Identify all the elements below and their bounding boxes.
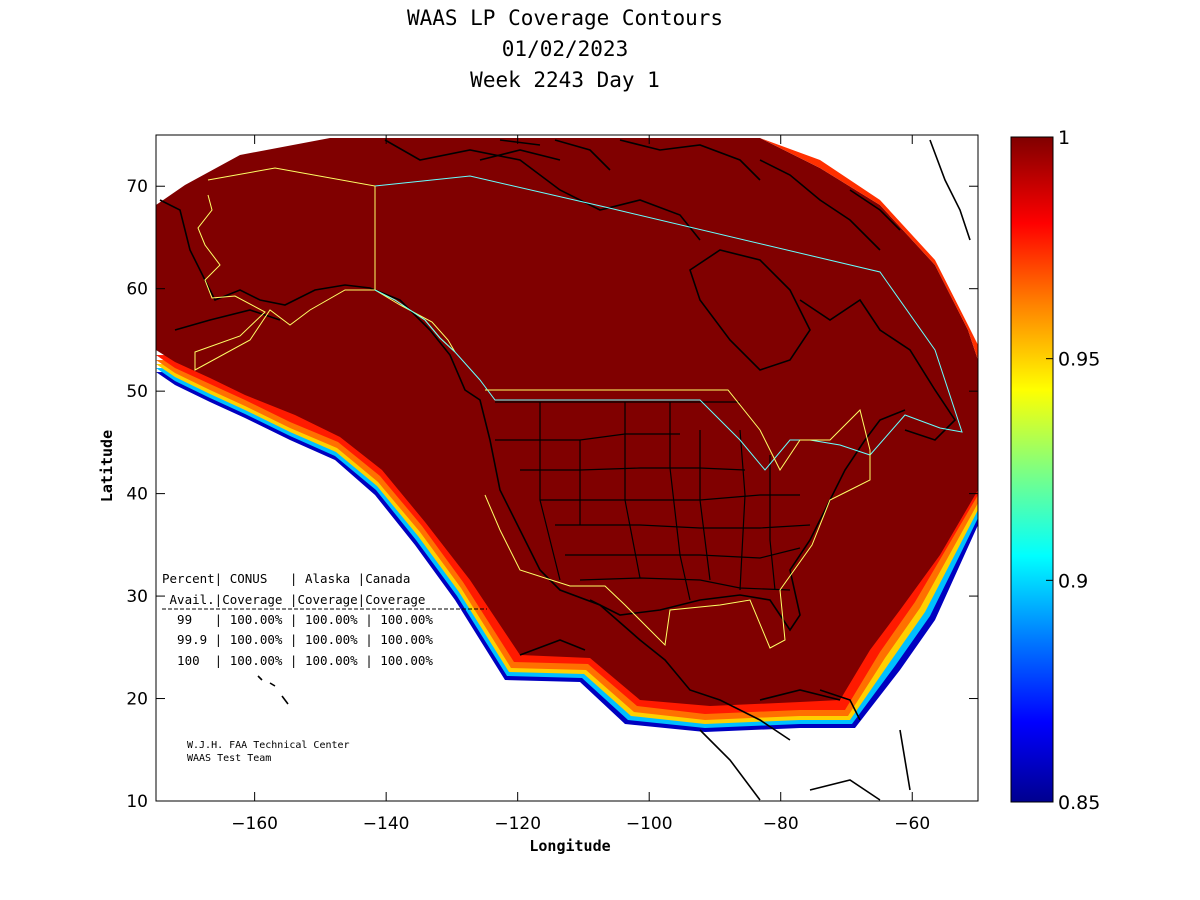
colorbar [1010, 136, 1054, 803]
credit-line-1: W.J.H. FAA Technical Center [187, 740, 350, 751]
y-tick-label: 20 [126, 690, 148, 710]
x-tick-label: −120 [494, 814, 541, 834]
y-axis: 10 20 30 40 50 60 70 [126, 177, 978, 812]
y-tick-label: 30 [126, 587, 148, 607]
credit-line-2: WAAS Test Team [187, 753, 271, 764]
y-axis-label: Latitude [98, 430, 116, 502]
table-header-1: Percent| CONUS | Alaska |Canada [162, 571, 410, 586]
x-tick-label: −160 [231, 814, 278, 834]
y-tick-label: 40 [126, 485, 148, 505]
x-tick-label: −140 [363, 814, 410, 834]
colorbar-tick-label: 1 [1058, 127, 1070, 149]
colorbar-tick-label: 0.95 [1058, 349, 1100, 371]
table-row: 100 | 100.00% | 100.00% | 100.00% [162, 653, 433, 668]
coverage-map [156, 138, 978, 801]
x-tick-label: −100 [626, 814, 673, 834]
x-tick-label: −80 [763, 814, 799, 834]
colorbar-tick-label: 0.9 [1058, 570, 1088, 592]
title-line-1: WAAS LP Coverage Contours [406, 6, 724, 30]
y-tick-label: 60 [126, 280, 148, 300]
colorbar-tick-label: 0.85 [1058, 792, 1100, 814]
coastlines [159, 139, 971, 801]
table-row: 99.9 | 100.00% | 100.00% | 100.00% [162, 632, 433, 647]
state-borders [495, 401, 811, 601]
x-axis-label: Longitude [529, 837, 610, 855]
plot-frame [155, 134, 979, 802]
conus-boundary [484, 389, 871, 649]
x-tick-label: −60 [894, 814, 930, 834]
y-tick-label: 50 [126, 382, 148, 402]
table-header-2: Avail.|Coverage |Coverage|Coverage [162, 592, 425, 607]
table-row: 99 | 100.00% | 100.00% | 100.00% [162, 612, 433, 627]
colorbar-ticks: 0.85 0.9 0.95 1 [1046, 127, 1100, 814]
y-tick-label: 10 [126, 792, 148, 812]
y-tick-label: 70 [126, 177, 148, 197]
title-line-3: Week 2243 Day 1 [470, 68, 660, 92]
x-axis: −160 −140 −120 −100 −80 −60 [231, 135, 930, 834]
coverage-table: Percent| CONUS | Alaska |Canada Avail.|C… [162, 571, 487, 668]
title-line-2: 01/02/2023 [501, 37, 629, 61]
